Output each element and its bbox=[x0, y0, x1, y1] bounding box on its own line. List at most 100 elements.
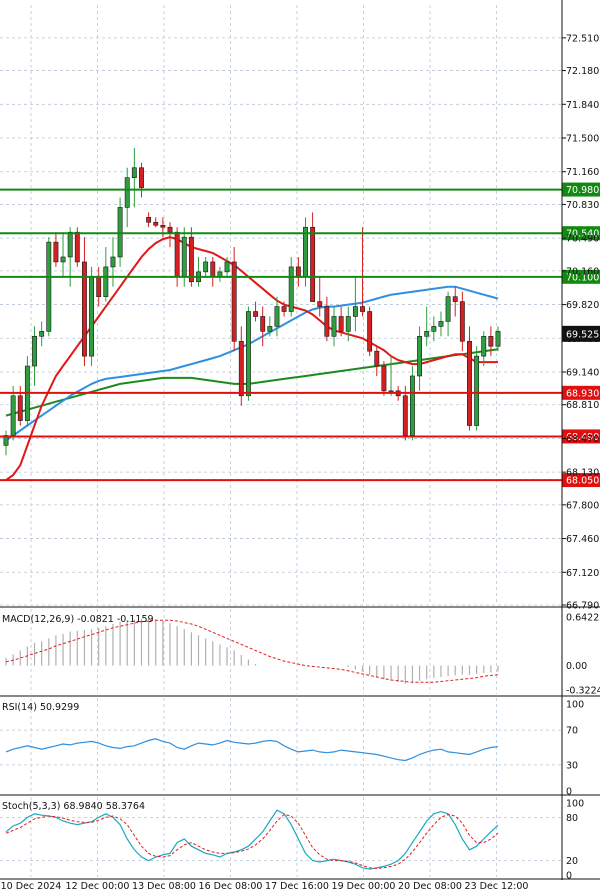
candle-body bbox=[274, 306, 280, 327]
level-tag-bg bbox=[562, 385, 600, 400]
candle-body bbox=[160, 224, 166, 228]
candle-body bbox=[139, 167, 144, 188]
macd-tick-label: 0.6422 bbox=[566, 613, 599, 624]
candle-body bbox=[345, 316, 351, 332]
candle-body bbox=[424, 331, 430, 337]
candle-body bbox=[310, 226, 316, 302]
candle-body bbox=[39, 331, 45, 337]
candle-body bbox=[295, 266, 301, 278]
candle-body bbox=[431, 326, 437, 332]
y-tick-label: 68.130 bbox=[566, 468, 599, 479]
macd-tick-label: 0.00 bbox=[566, 661, 587, 672]
stoch-panel: 100 80 20 0 bbox=[0, 799, 584, 882]
candle-body bbox=[124, 177, 130, 208]
candle-body bbox=[96, 276, 102, 297]
y-tick-label: 67.460 bbox=[566, 534, 599, 545]
candle-body bbox=[324, 306, 330, 337]
macd-tick-label: -0.3224 bbox=[566, 686, 600, 697]
current-price-tag: 69.525 bbox=[562, 325, 600, 342]
candle-body bbox=[245, 311, 251, 397]
price-levels: 70.980 70.540 70.100 68.930 68.490 68.050 bbox=[0, 182, 600, 488]
candle-body bbox=[60, 256, 66, 263]
candle-body bbox=[317, 301, 323, 307]
y-tick-label: 68.810 bbox=[566, 400, 599, 411]
candle-body bbox=[46, 241, 52, 332]
x-tick-label: 20 Dec 08:00 bbox=[398, 881, 462, 892]
x-tick-label: 13 Dec 08:00 bbox=[132, 881, 196, 892]
candle-body bbox=[495, 331, 501, 347]
stoch-tick-label: 0 bbox=[566, 871, 572, 882]
candle-body bbox=[281, 306, 287, 312]
y-tick-label: 67.120 bbox=[566, 568, 599, 579]
level-tag-bg bbox=[562, 269, 600, 284]
candle-body bbox=[153, 221, 159, 226]
candle-body bbox=[210, 261, 216, 278]
candle-body bbox=[331, 316, 337, 337]
rsi-panel: 100 70 30 0 bbox=[0, 700, 584, 798]
candle-body bbox=[224, 261, 230, 273]
macd-signal-line bbox=[5, 619, 499, 683]
level-tag-label: 68.930 bbox=[566, 388, 599, 399]
y-tick-label: 71.160 bbox=[566, 167, 599, 178]
y-tick-label: 70.830 bbox=[566, 200, 599, 211]
candle-body bbox=[438, 321, 444, 327]
current-price-tag-bg bbox=[562, 325, 600, 342]
candle-body bbox=[238, 340, 244, 397]
level-tag-label: 68.490 bbox=[566, 432, 599, 443]
level-tag-bg bbox=[562, 473, 600, 488]
candle-body bbox=[467, 340, 472, 426]
candle-body bbox=[203, 261, 209, 273]
macd-panel: 0.6422 0.00 -0.3224 bbox=[5, 613, 600, 697]
x-tick-label: 16 Dec 08:00 bbox=[199, 881, 263, 892]
y-tick-label: 66.790 bbox=[566, 601, 599, 612]
candle-body bbox=[181, 236, 187, 278]
candle-body bbox=[303, 226, 308, 278]
level-tag-label: 70.540 bbox=[566, 229, 599, 240]
candle-body bbox=[167, 226, 173, 233]
ma-mid-line bbox=[5, 285, 499, 442]
candle-body bbox=[338, 316, 344, 332]
rsi-tick-label: 30 bbox=[566, 760, 578, 771]
y-tick-label: 69.820 bbox=[566, 300, 599, 311]
candle-body bbox=[110, 256, 116, 268]
y-tick-label: 72.510 bbox=[566, 33, 599, 44]
grid-layer bbox=[0, 5, 562, 877]
rsi-tick-label: 0 bbox=[566, 787, 572, 798]
stoch-d-line bbox=[5, 813, 499, 870]
candle-body bbox=[253, 311, 259, 317]
candle-body bbox=[417, 336, 423, 377]
candle-body bbox=[53, 241, 59, 263]
candle-body bbox=[488, 336, 494, 347]
candle-body bbox=[188, 236, 194, 283]
ma-slow-line bbox=[5, 348, 499, 417]
candle-body bbox=[267, 326, 273, 332]
candle-body bbox=[474, 355, 480, 426]
y-tick-label: 69.140 bbox=[566, 367, 599, 378]
candles bbox=[3, 147, 501, 456]
x-tick-label: 12 Dec 00:00 bbox=[66, 881, 130, 892]
candle-body bbox=[388, 390, 394, 393]
candle-body bbox=[89, 276, 95, 357]
ma-fast-line bbox=[5, 236, 498, 481]
level-tag-bg bbox=[562, 182, 600, 197]
candle-body bbox=[445, 296, 451, 322]
candle-body bbox=[481, 336, 487, 357]
candle-body bbox=[17, 395, 23, 421]
level-tag-label: 68.050 bbox=[566, 476, 599, 487]
candle-body bbox=[67, 231, 73, 258]
current-price-value: 69.525 bbox=[566, 329, 599, 340]
rsi-tick-label: 100 bbox=[566, 700, 584, 711]
candle-body bbox=[374, 350, 380, 367]
candle-body bbox=[367, 311, 373, 352]
stoch-tick-label: 80 bbox=[566, 813, 578, 824]
candle-body bbox=[260, 316, 266, 332]
level-tag-label: 70.980 bbox=[566, 185, 599, 196]
y-tick-label: 67.800 bbox=[566, 500, 599, 511]
candle-body bbox=[81, 261, 87, 357]
moving-averages bbox=[5, 236, 499, 481]
candle-body bbox=[360, 306, 365, 312]
level-tag-bg bbox=[562, 226, 600, 241]
candle-body bbox=[74, 231, 80, 263]
